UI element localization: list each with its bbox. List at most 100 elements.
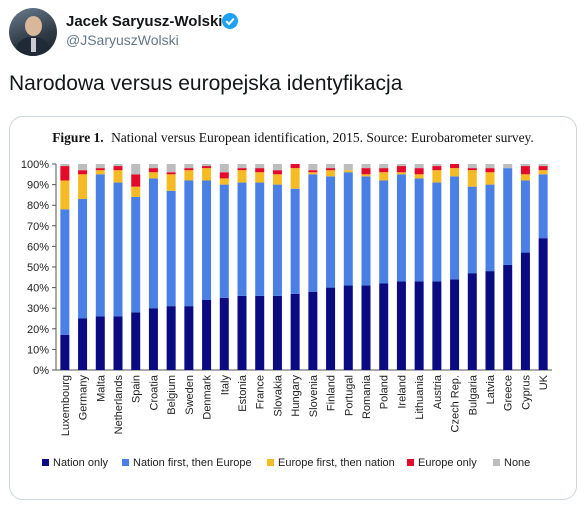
x-tick-label: Portugal	[343, 375, 355, 416]
bar-segment	[60, 209, 70, 335]
bar-segment	[166, 190, 176, 307]
bar-segment	[60, 180, 70, 210]
bar-segment	[520, 174, 530, 181]
bar-segment	[361, 174, 371, 177]
x-tick-label: Germany	[78, 375, 90, 421]
bar-segment	[379, 164, 389, 169]
x-tick-label: Czech Rep.	[450, 375, 462, 432]
bar-segment	[78, 318, 88, 370]
bar-segment	[78, 199, 88, 319]
bar-segment	[272, 164, 282, 171]
bar-segment	[290, 188, 300, 294]
bar-segment	[520, 180, 530, 253]
bar-segment	[184, 168, 194, 171]
y-tick-label: 20%	[27, 324, 49, 336]
bar-segment	[148, 164, 158, 169]
x-tick-label: Lithuania	[414, 374, 426, 420]
x-tick-label: Spain	[131, 375, 143, 403]
bar-segment	[326, 176, 336, 288]
bar-segment	[255, 164, 265, 169]
bar-segment	[326, 164, 336, 169]
bar-segment	[95, 170, 105, 175]
author-name[interactable]: Jacek Saryusz-Wolski	[66, 13, 223, 30]
y-tick-label: 90%	[27, 180, 49, 192]
author-handle[interactable]: @JSaryuszWolski	[66, 32, 179, 48]
bar-segment	[95, 174, 105, 317]
x-tick-label: Denmark	[202, 375, 214, 420]
bar-segment	[237, 170, 247, 183]
bar-segment	[255, 168, 265, 173]
bar-segment	[326, 170, 336, 177]
bar-segment	[113, 170, 123, 183]
bar-segment	[78, 174, 88, 200]
y-tick-label: 0%	[33, 365, 49, 377]
bar-segment	[131, 312, 141, 370]
bar-segment	[290, 164, 300, 169]
bar-segment	[184, 164, 194, 169]
y-tick-label: 30%	[27, 303, 49, 315]
bar-segment	[272, 174, 282, 185]
bar-segment	[538, 166, 548, 171]
legend-swatch	[267, 459, 274, 466]
x-tick-label: Finland	[326, 375, 338, 411]
y-tick-label: 50%	[27, 262, 49, 274]
bar-segment	[113, 316, 123, 370]
bar-segment	[131, 174, 141, 187]
bar-segment	[379, 283, 389, 370]
y-tick-label: 80%	[27, 200, 49, 212]
x-tick-label: Italy	[219, 375, 231, 396]
bar-segment	[308, 291, 318, 370]
bar-segment	[361, 164, 371, 169]
bar-segment	[219, 184, 229, 298]
x-tick-label: Ireland	[396, 375, 408, 409]
bar-segment	[148, 178, 158, 309]
bar-segment	[467, 186, 477, 274]
bar-segment	[503, 168, 513, 265]
bar-segment	[343, 170, 353, 173]
bar-segment	[219, 178, 229, 185]
bar-segment	[113, 164, 123, 167]
bar-segment	[237, 164, 247, 169]
x-tick-label: Luxembourg	[60, 375, 72, 436]
bar-segment	[219, 164, 229, 173]
legend-swatch	[407, 459, 414, 466]
bar-segment	[95, 316, 105, 370]
bar-segment	[450, 279, 460, 370]
bar-segment	[148, 168, 158, 173]
bar-segment	[361, 168, 371, 175]
bar-segment	[308, 164, 318, 171]
y-tick-label: 40%	[27, 283, 49, 295]
bar-segment	[343, 285, 353, 370]
bar-segment	[219, 172, 229, 179]
legend-label: Nation first, then Europe	[133, 457, 252, 469]
y-tick-label: 60%	[27, 241, 49, 253]
y-tick-label: 10%	[27, 344, 49, 356]
bar-segment	[520, 166, 530, 175]
bar-segment	[503, 264, 513, 370]
tweet-image-card[interactable]: Figure 1. National versus European ident…	[9, 116, 577, 500]
bar-segment	[485, 184, 495, 272]
bar-segment	[520, 164, 530, 167]
bar-segment	[237, 295, 247, 370]
verified-badge-icon	[222, 13, 238, 29]
bar-segment	[184, 170, 194, 181]
bar-segment	[343, 164, 353, 171]
bar-segment	[272, 295, 282, 370]
bar-segment	[202, 166, 212, 169]
bar-segment	[113, 182, 123, 317]
bar-segment	[255, 295, 265, 370]
bar-segment	[361, 285, 371, 370]
legend-swatch	[493, 459, 500, 466]
bar-segment	[414, 168, 424, 175]
avatar[interactable]	[9, 8, 57, 56]
y-tick-label: 100%	[21, 159, 49, 171]
bar-segment	[166, 174, 176, 191]
x-tick-label: Poland	[379, 375, 391, 409]
bar-segment	[202, 164, 212, 167]
x-tick-label: Austria	[432, 374, 444, 409]
x-tick-label: Malta	[95, 374, 107, 402]
bar-segment	[432, 182, 442, 282]
bar-segment	[255, 172, 265, 183]
bar-segment	[396, 281, 406, 370]
bar-segment	[396, 174, 406, 282]
